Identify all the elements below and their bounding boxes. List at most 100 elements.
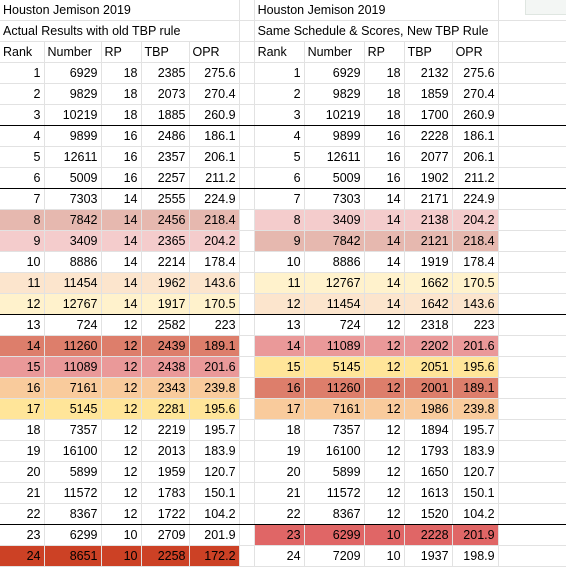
right-number-cell[interactable]: 11089: [304, 335, 365, 357]
right-opr-cell[interactable]: 201.6: [452, 335, 499, 357]
right-rp-cell[interactable]: 14: [364, 293, 405, 315]
right-tbp-cell[interactable]: 1520: [404, 503, 453, 525]
right-rank-cell[interactable]: 2: [254, 83, 305, 105]
right-opr-cell[interactable]: 195.6: [452, 356, 499, 378]
empty-cell[interactable]: [239, 545, 255, 567]
left-rp-cell[interactable]: 12: [101, 482, 142, 504]
right-rank-cell[interactable]: 12: [254, 293, 305, 315]
right-opr-cell[interactable]: 143.6: [452, 293, 499, 315]
right-number-cell[interactable]: 7842: [304, 230, 365, 252]
left-opr-cell[interactable]: 178.4: [189, 251, 240, 273]
left-rank-cell[interactable]: 1: [0, 62, 45, 84]
right-number-cell[interactable]: 11572: [304, 482, 365, 504]
empty-cell[interactable]: [239, 62, 255, 84]
right-table-subtitle[interactable]: Same Schedule & Scores, New TBP Rule: [254, 20, 499, 42]
left-rank-cell[interactable]: 12: [0, 293, 45, 315]
left-rank-cell[interactable]: 21: [0, 482, 45, 504]
empty-cell[interactable]: [498, 377, 566, 399]
left-rank-cell[interactable]: 15: [0, 356, 45, 378]
left-number-cell[interactable]: 5145: [44, 398, 102, 420]
left-rp-cell[interactable]: 12: [101, 377, 142, 399]
left-number-cell[interactable]: 11454: [44, 272, 102, 294]
left-tbp-cell[interactable]: 2013: [141, 440, 190, 462]
empty-cell[interactable]: [498, 104, 566, 126]
right-rp-cell[interactable]: 12: [364, 356, 405, 378]
right-rank-cell[interactable]: 6: [254, 167, 305, 189]
left-header-tbp[interactable]: TBP: [141, 41, 190, 63]
right-rank-cell[interactable]: 22: [254, 503, 305, 525]
left-rank-cell[interactable]: 7: [0, 188, 45, 210]
empty-cell[interactable]: [498, 293, 566, 315]
right-rank-cell[interactable]: 21: [254, 482, 305, 504]
right-header-number[interactable]: Number: [304, 41, 365, 63]
right-rp-cell[interactable]: 12: [364, 503, 405, 525]
left-rank-cell[interactable]: 22: [0, 503, 45, 525]
left-opr-cell[interactable]: 195.6: [189, 398, 240, 420]
right-opr-cell[interactable]: 275.6: [452, 62, 499, 84]
left-tbp-cell[interactable]: 2555: [141, 188, 190, 210]
empty-cell[interactable]: [498, 461, 566, 483]
empty-cell[interactable]: [498, 230, 566, 252]
left-opr-cell[interactable]: 195.7: [189, 419, 240, 441]
left-rp-cell[interactable]: 10: [101, 524, 142, 546]
empty-cell[interactable]: [498, 335, 566, 357]
right-rp-cell[interactable]: 12: [364, 461, 405, 483]
left-tbp-cell[interactable]: 1962: [141, 272, 190, 294]
right-tbp-cell[interactable]: 2318: [404, 314, 453, 336]
right-rp-cell[interactable]: 14: [364, 272, 405, 294]
right-tbp-cell[interactable]: 1859: [404, 83, 453, 105]
left-tbp-cell[interactable]: 2258: [141, 545, 190, 567]
right-rank-cell[interactable]: 20: [254, 461, 305, 483]
right-rank-cell[interactable]: 19: [254, 440, 305, 462]
left-number-cell[interactable]: 9829: [44, 83, 102, 105]
left-opr-cell[interactable]: 183.9: [189, 440, 240, 462]
right-rank-cell[interactable]: 16: [254, 377, 305, 399]
empty-cell[interactable]: [498, 503, 566, 525]
left-opr-cell[interactable]: 170.5: [189, 293, 240, 315]
empty-cell[interactable]: [239, 167, 255, 189]
right-rank-cell[interactable]: 13: [254, 314, 305, 336]
empty-cell[interactable]: [239, 104, 255, 126]
left-rank-cell[interactable]: 8: [0, 209, 45, 231]
right-tbp-cell[interactable]: 2077: [404, 146, 453, 168]
empty-cell[interactable]: [498, 545, 566, 567]
left-number-cell[interactable]: 5009: [44, 167, 102, 189]
empty-cell[interactable]: [239, 188, 255, 210]
left-opr-cell[interactable]: 270.4: [189, 83, 240, 105]
left-number-cell[interactable]: 7357: [44, 419, 102, 441]
left-opr-cell[interactable]: 201.6: [189, 356, 240, 378]
left-tbp-cell[interactable]: 2214: [141, 251, 190, 273]
right-rp-cell[interactable]: 18: [364, 62, 405, 84]
right-rank-cell[interactable]: 3: [254, 104, 305, 126]
empty-cell[interactable]: [239, 251, 255, 273]
left-rp-cell[interactable]: 14: [101, 209, 142, 231]
right-rank-cell[interactable]: 18: [254, 419, 305, 441]
right-rp-cell[interactable]: 12: [364, 419, 405, 441]
right-rank-cell[interactable]: 14: [254, 335, 305, 357]
empty-cell[interactable]: [498, 482, 566, 504]
left-rp-cell[interactable]: 12: [101, 314, 142, 336]
right-opr-cell[interactable]: 104.2: [452, 503, 499, 525]
left-number-cell[interactable]: 9899: [44, 125, 102, 147]
left-rp-cell[interactable]: 12: [101, 335, 142, 357]
right-opr-cell[interactable]: 195.7: [452, 419, 499, 441]
left-number-cell[interactable]: 6299: [44, 524, 102, 546]
left-table-subtitle[interactable]: Actual Results with old TBP rule: [0, 20, 240, 42]
left-opr-cell[interactable]: 239.8: [189, 377, 240, 399]
left-rp-cell[interactable]: 16: [101, 125, 142, 147]
left-opr-cell[interactable]: 172.2: [189, 545, 240, 567]
right-rp-cell[interactable]: 14: [364, 251, 405, 273]
left-rank-cell[interactable]: 4: [0, 125, 45, 147]
right-tbp-cell[interactable]: 1613: [404, 482, 453, 504]
left-opr-cell[interactable]: 206.1: [189, 146, 240, 168]
left-opr-cell[interactable]: 223: [189, 314, 240, 336]
left-rp-cell[interactable]: 12: [101, 398, 142, 420]
right-rp-cell[interactable]: 16: [364, 146, 405, 168]
right-tbp-cell[interactable]: 2171: [404, 188, 453, 210]
right-opr-cell[interactable]: 178.4: [452, 251, 499, 273]
right-number-cell[interactable]: 7303: [304, 188, 365, 210]
right-tbp-cell[interactable]: 2051: [404, 356, 453, 378]
left-opr-cell[interactable]: 218.4: [189, 209, 240, 231]
empty-cell[interactable]: [498, 167, 566, 189]
left-tbp-cell[interactable]: 2709: [141, 524, 190, 546]
